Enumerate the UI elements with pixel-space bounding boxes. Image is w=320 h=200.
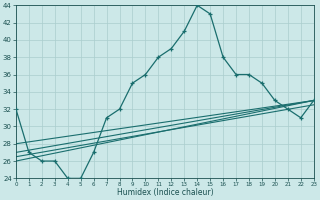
X-axis label: Humidex (Indice chaleur): Humidex (Indice chaleur)	[116, 188, 213, 197]
